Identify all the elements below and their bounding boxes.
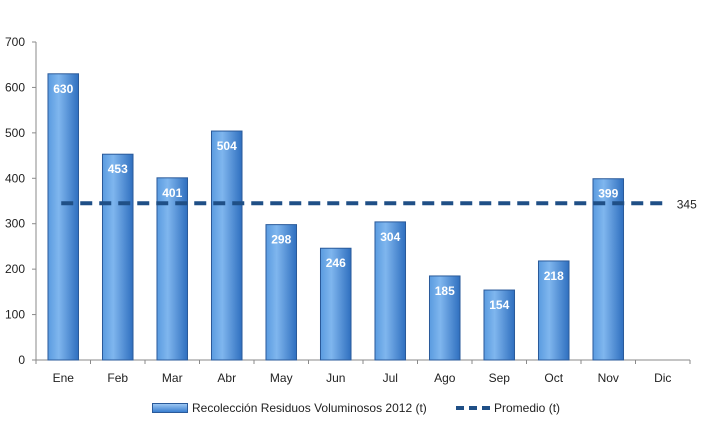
bar [47,73,80,361]
x-tick-label: Jul [383,371,398,385]
y-tick-label: 400 [5,171,25,185]
bar [210,130,243,361]
y-tick-label: 700 [5,35,25,49]
data-label: 399 [598,187,618,201]
bar [483,289,516,361]
bar [428,275,461,361]
x-tick-label: Ene [53,371,75,385]
data-label: 401 [162,186,182,200]
data-label: 504 [217,139,237,153]
legend-item-bars: Recolección Residuos Voluminosos 2012 (t… [152,401,427,415]
data-label: 304 [380,230,400,244]
bar [537,260,570,361]
x-tick-label: Mar [162,371,183,385]
data-label: 185 [435,284,455,298]
legend-item-average: Promedio (t) [456,401,560,415]
y-tick-label: 200 [5,262,25,276]
legend-bar-swatch [152,403,188,413]
x-tick-label: Dic [654,371,671,385]
x-tick-label: Oct [544,371,563,385]
bar [319,247,352,361]
data-label: 453 [108,162,128,176]
data-label: 246 [326,256,346,270]
data-label: 630 [53,82,73,96]
y-tick-label: 0 [18,353,25,367]
x-tick-label: May [270,371,293,385]
y-tick-label: 300 [5,217,25,231]
data-label: 154 [489,298,509,312]
x-tick-label: Nov [598,371,619,385]
y-tick-label: 600 [5,80,25,94]
y-tick-label: 100 [5,308,25,322]
x-tick-label: Sep [489,371,511,385]
x-tick-label: Abr [217,371,236,385]
x-tick-label: Ago [434,371,456,385]
bar [156,177,189,361]
bar [265,224,298,361]
data-label: 218 [544,269,564,283]
legend-line-swatch [456,406,490,410]
average-value-label: 345 [677,197,697,211]
x-tick-label: Jun [326,371,345,385]
x-tick-label: Feb [107,371,128,385]
data-label: 298 [271,233,291,247]
bar [374,221,407,361]
bar [592,178,625,361]
legend: Recolección Residuos Voluminosos 2012 (t… [0,401,714,421]
y-tick-label: 500 [5,126,25,140]
legend-label-average: Promedio (t) [494,401,561,415]
legend-label-bars: Recolección Residuos Voluminosos 2012 (t… [192,401,427,415]
bar [101,153,134,361]
